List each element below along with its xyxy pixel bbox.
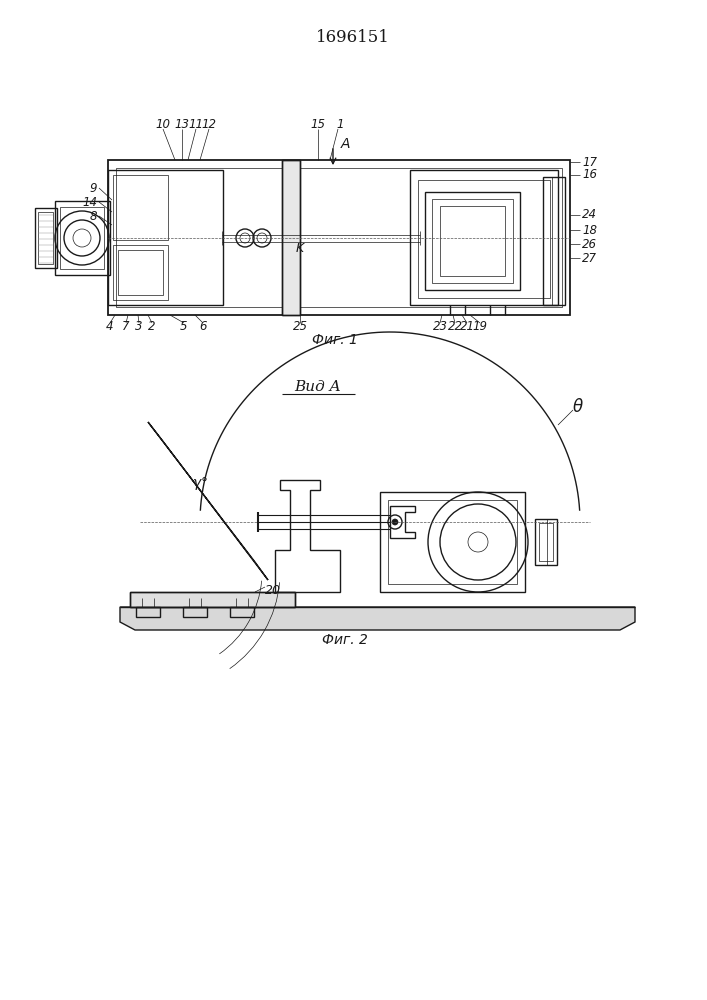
Text: Фиг. 2: Фиг. 2 — [322, 633, 368, 647]
Text: 17: 17 — [582, 155, 597, 168]
Text: 7: 7 — [122, 320, 130, 334]
Text: 24: 24 — [582, 209, 597, 222]
Text: 20: 20 — [265, 584, 281, 596]
Text: 18: 18 — [582, 224, 597, 236]
Bar — [35, 208, 57, 268]
Bar — [118, 250, 163, 295]
Text: 27: 27 — [582, 251, 597, 264]
Text: 12: 12 — [201, 118, 216, 131]
Text: $\theta$: $\theta$ — [572, 398, 584, 416]
Bar — [113, 175, 168, 240]
Text: 11: 11 — [189, 118, 204, 131]
Bar — [418, 180, 550, 298]
Text: 4: 4 — [106, 320, 114, 334]
Text: 1696151: 1696151 — [316, 28, 390, 45]
Text: 25: 25 — [293, 320, 308, 334]
Text: 5: 5 — [180, 320, 188, 334]
Text: K: K — [296, 241, 304, 254]
Bar — [440, 206, 505, 276]
Bar — [282, 160, 300, 315]
Bar — [116, 168, 562, 307]
Text: $\gamma\degree$: $\gamma\degree$ — [192, 476, 208, 492]
Circle shape — [388, 515, 402, 529]
Circle shape — [392, 519, 398, 525]
Text: 26: 26 — [582, 237, 597, 250]
Text: Вид A: Вид A — [295, 380, 341, 394]
Text: 9: 9 — [90, 182, 97, 194]
Text: 3: 3 — [135, 320, 143, 334]
Text: 16: 16 — [582, 168, 597, 182]
Text: Фиг. 1: Фиг. 1 — [312, 333, 358, 347]
Bar — [432, 199, 513, 283]
Text: 19: 19 — [472, 320, 488, 334]
Text: 14: 14 — [82, 196, 97, 209]
Text: 8: 8 — [90, 210, 97, 223]
Bar — [108, 170, 223, 305]
Text: 22: 22 — [448, 320, 462, 334]
Text: 10: 10 — [156, 118, 170, 131]
Bar — [230, 607, 254, 617]
Bar — [380, 492, 525, 592]
Bar — [282, 160, 300, 315]
Text: 2: 2 — [148, 320, 156, 334]
Text: 13: 13 — [175, 118, 189, 131]
Text: A: A — [341, 137, 351, 151]
Text: 23: 23 — [433, 320, 448, 334]
Bar — [425, 192, 520, 290]
Polygon shape — [120, 607, 635, 630]
Bar — [539, 523, 553, 561]
Bar — [38, 212, 53, 264]
Bar — [108, 160, 570, 315]
Bar — [136, 607, 160, 617]
Text: 21: 21 — [460, 320, 474, 334]
Text: 6: 6 — [199, 320, 206, 334]
Bar — [535, 519, 557, 565]
Bar — [410, 170, 558, 305]
Bar — [183, 607, 207, 617]
Bar — [130, 592, 295, 607]
Bar — [60, 207, 104, 269]
Bar — [113, 245, 168, 300]
Bar — [388, 500, 517, 584]
Text: 15: 15 — [310, 118, 325, 131]
Bar — [543, 177, 565, 305]
Bar — [130, 592, 295, 607]
Bar — [55, 201, 110, 275]
Text: 1: 1 — [337, 118, 344, 131]
